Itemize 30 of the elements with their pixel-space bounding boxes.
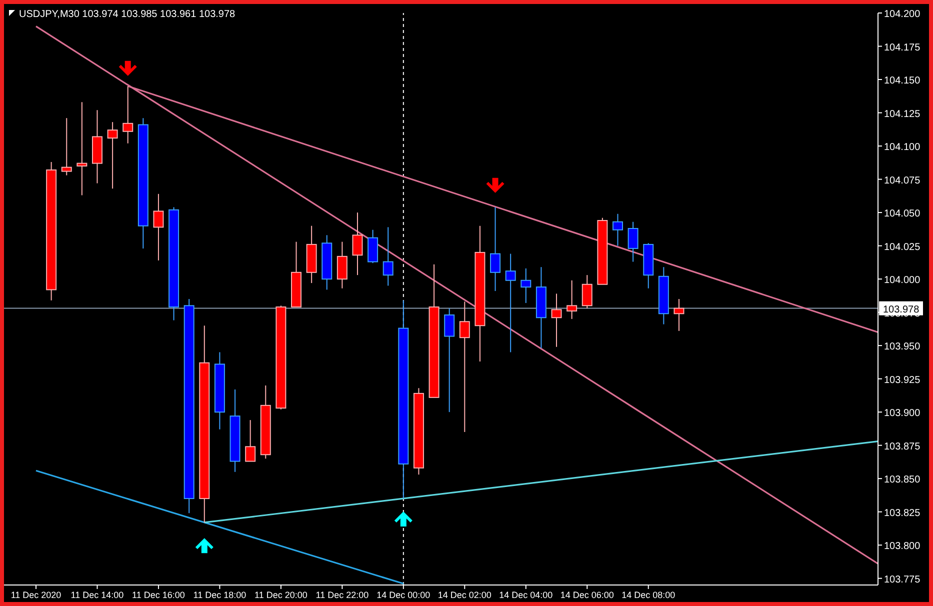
y-tick-label: 104.200 [884, 9, 921, 20]
y-tick-label: 103.875 [884, 441, 921, 452]
y-tick-label: 104.100 [884, 142, 921, 154]
y-tick-label: 103.800 [884, 541, 921, 552]
x-tick-label: 14 Dec 02:00 [438, 590, 492, 600]
y-tick-label: 104.050 [884, 208, 921, 220]
y-tick-label: 103.775 [884, 574, 921, 586]
y-tick-label: 103.825 [884, 508, 921, 519]
y-tick-label: 104.075 [884, 175, 921, 186]
y-tick-label: 103.900 [884, 408, 921, 420]
x-tick-label: 14 Dec 00:00 [376, 590, 430, 600]
x-tick-label: 11 Dec 18:00 [193, 590, 246, 600]
x-tick-label: 14 Dec 04:00 [499, 590, 553, 600]
y-tick-label: 104.150 [884, 76, 921, 87]
ref-line-label: 103.978 [883, 304, 920, 316]
y-tick-label: 103.850 [884, 474, 921, 486]
x-tick-label: 11 Dec 22:00 [316, 590, 369, 600]
y-tick-label: 104.025 [884, 242, 921, 253]
y-tick-label: 103.925 [884, 374, 921, 386]
x-tick-label: 11 Dec 16:00 [132, 590, 185, 600]
y-tick-label: 104.175 [884, 42, 921, 54]
x-tick-label: 14 Dec 08:00 [622, 590, 676, 600]
x-tick-label: 11 Dec 14:00 [70, 590, 124, 600]
chart-title: USDJPY,M30 103.974 103.985 103.961 103.978 [19, 9, 236, 20]
x-tick-label: 14 Dec 06:00 [560, 590, 614, 600]
y-tick-label: 104.125 [884, 108, 921, 120]
y-tick-label: 103.950 [884, 342, 921, 353]
x-tick-label: 11 Dec 20:00 [254, 590, 308, 600]
x-tick-label: 11 Dec 2020 [10, 590, 62, 600]
y-tick-label: 104.000 [884, 275, 921, 286]
